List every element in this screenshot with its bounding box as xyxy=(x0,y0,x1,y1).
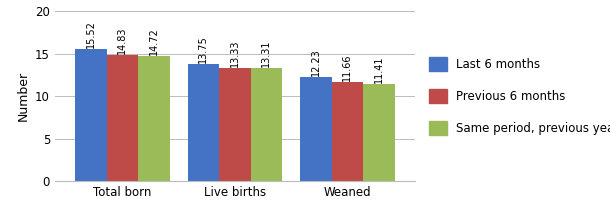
Text: 14.83: 14.83 xyxy=(117,27,127,54)
Bar xyxy=(300,77,332,181)
Text: 13.31: 13.31 xyxy=(261,40,271,67)
Text: 13.75: 13.75 xyxy=(198,36,209,63)
Bar xyxy=(75,49,107,181)
Bar xyxy=(332,82,363,181)
Bar xyxy=(219,68,251,181)
Text: 11.41: 11.41 xyxy=(374,56,384,83)
Bar xyxy=(138,56,170,181)
Bar xyxy=(251,68,282,181)
Text: 11.66: 11.66 xyxy=(342,54,353,81)
Text: 14.72: 14.72 xyxy=(149,27,159,55)
Bar xyxy=(107,55,138,181)
Text: 15.52: 15.52 xyxy=(86,20,96,48)
Legend: Last 6 months, Previous 6 months, Same period, previous year: Last 6 months, Previous 6 months, Same p… xyxy=(425,52,610,140)
Text: 13.33: 13.33 xyxy=(230,40,240,67)
Y-axis label: Number: Number xyxy=(16,71,30,121)
Bar xyxy=(188,64,219,181)
Text: 12.23: 12.23 xyxy=(311,49,321,76)
Bar xyxy=(363,84,395,181)
